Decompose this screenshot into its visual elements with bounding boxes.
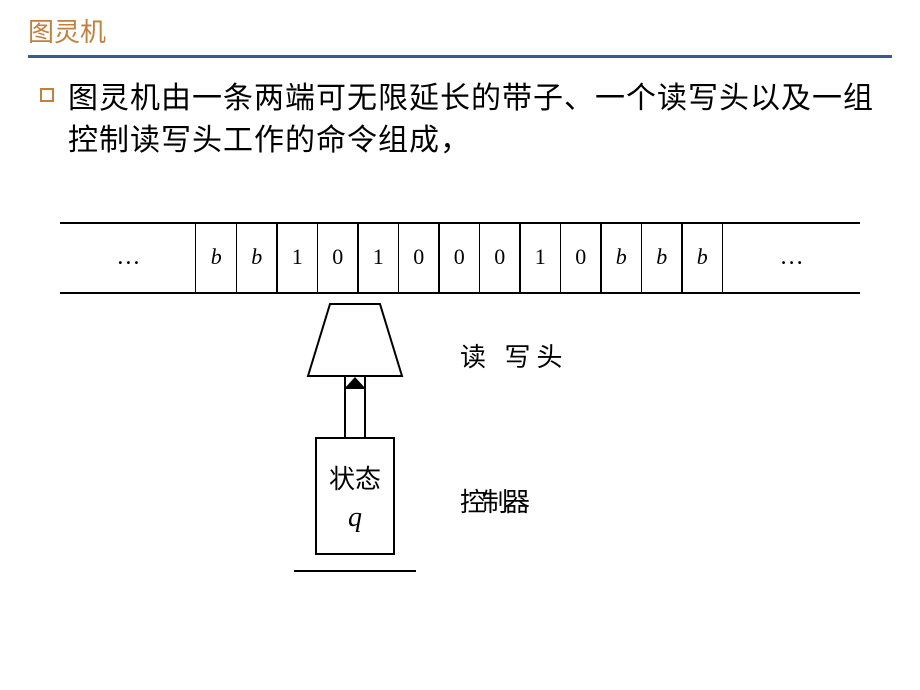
tape-bottom-line bbox=[60, 292, 860, 294]
state-label: 状态 bbox=[329, 459, 381, 496]
tape-cell: 1 bbox=[519, 222, 561, 292]
tape-cell: 1 bbox=[357, 222, 399, 292]
tape-cell: 0 bbox=[438, 222, 480, 292]
tape-cell: 0 bbox=[479, 222, 521, 292]
head-icon bbox=[300, 300, 410, 380]
body-text: 图灵机由一条两端可无限延长的带子、一个读写头以及一组控制读写头工作的命令组成， bbox=[68, 78, 880, 162]
tape-cell: b bbox=[641, 222, 683, 292]
tape-cell: 1 bbox=[276, 222, 318, 292]
tape-cell: b bbox=[195, 222, 237, 292]
turing-diagram: … b b 1 0 1 0 0 0 1 0 b b b … 读 写头 状态 q … bbox=[0, 182, 920, 642]
head-label: 读 写头 bbox=[460, 337, 569, 374]
base-line bbox=[294, 570, 416, 572]
bullet-icon bbox=[40, 88, 54, 102]
tape-cell: b bbox=[600, 222, 642, 292]
state-symbol: q bbox=[348, 502, 362, 534]
tape-left-ellipsis: … bbox=[60, 244, 197, 271]
tape-cell: 0 bbox=[398, 222, 440, 292]
tape-cell: b bbox=[681, 222, 723, 292]
page-title: 图灵机 bbox=[28, 17, 106, 47]
state-box: 状态 q bbox=[315, 437, 395, 555]
tape-cell: 0 bbox=[317, 222, 359, 292]
neck-connector bbox=[344, 377, 366, 437]
tape-cell: 0 bbox=[560, 222, 602, 292]
controller-label: 控制器 bbox=[460, 482, 526, 519]
tape-right-ellipsis: … bbox=[723, 244, 860, 271]
tape-cell: b bbox=[236, 222, 278, 292]
tape-cells: … b b 1 0 1 0 0 0 1 0 b b b … bbox=[60, 222, 860, 292]
